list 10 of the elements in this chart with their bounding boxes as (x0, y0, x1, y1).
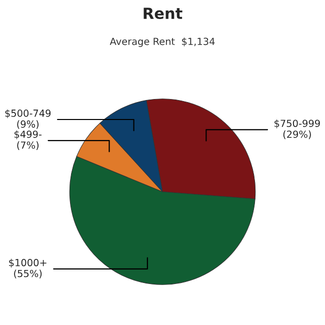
chart-subtitle: Average Rent $1,134 (110, 38, 215, 47)
data-label: (7%) (17, 141, 39, 150)
data-label: (9%) (17, 120, 39, 129)
data-label: (55%) (14, 270, 42, 278)
slice-label: $500-749 (5, 109, 51, 118)
slice-label: $750-999 (274, 120, 320, 128)
slice-label: $499- (14, 130, 42, 140)
data-label: (29%) (283, 130, 311, 140)
chart-title: Rent (144, 8, 182, 20)
slice-label: $1000+ (9, 258, 46, 268)
